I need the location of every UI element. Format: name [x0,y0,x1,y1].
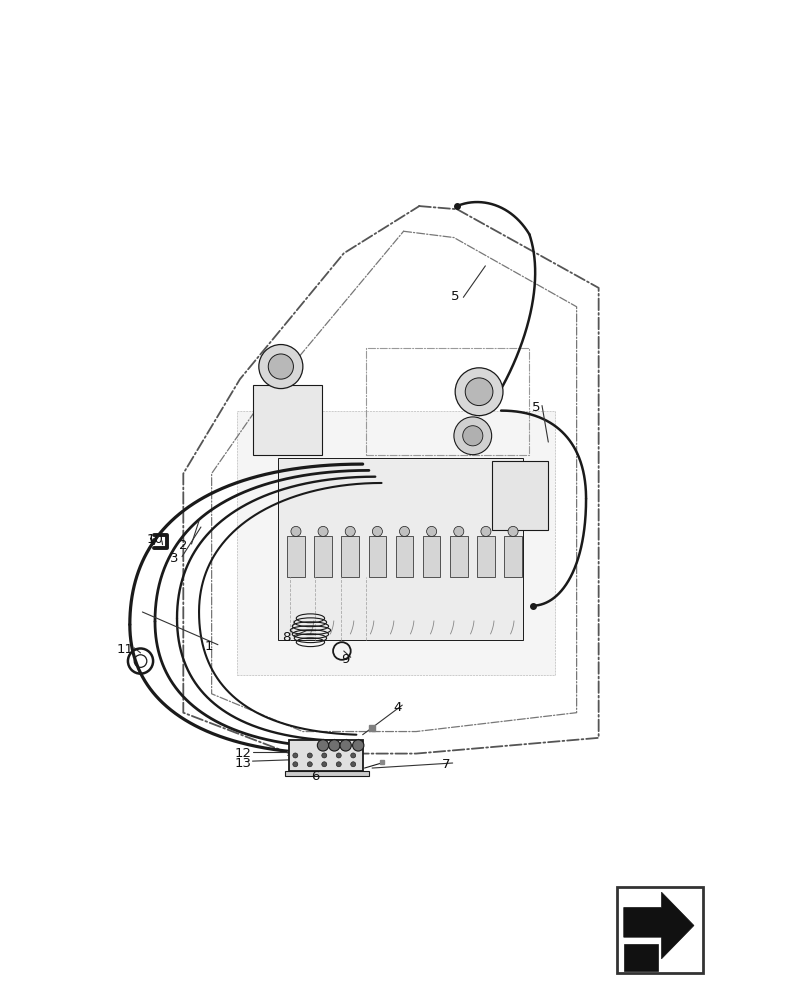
Text: 13: 13 [234,757,251,770]
Text: 8: 8 [281,631,290,644]
Circle shape [336,762,341,767]
Bar [477,536,494,577]
Polygon shape [623,892,693,959]
Circle shape [336,753,341,758]
Bar [252,385,321,455]
Bar [449,536,467,577]
Circle shape [321,753,326,758]
Circle shape [345,526,355,536]
Text: 11: 11 [117,643,134,656]
Circle shape [453,417,491,455]
Bar [504,536,521,577]
Circle shape [350,762,355,767]
Bar [491,461,547,530]
Circle shape [462,426,483,446]
Circle shape [328,740,340,751]
Circle shape [268,354,293,379]
Circle shape [352,740,363,751]
Polygon shape [285,771,368,776]
Circle shape [508,526,517,536]
Circle shape [321,762,326,767]
Circle shape [455,368,502,416]
Circle shape [293,753,298,758]
Bar [368,536,386,577]
Text: 2: 2 [179,539,187,552]
Bar [423,536,440,577]
Circle shape [480,526,491,536]
Bar [314,536,332,577]
Text: 4: 4 [393,701,401,714]
Circle shape [290,526,301,536]
Polygon shape [237,411,554,675]
Text: 1: 1 [204,640,212,653]
Circle shape [293,762,298,767]
Circle shape [307,762,312,767]
Circle shape [350,753,355,758]
Text: 5: 5 [450,290,459,303]
Bar [395,536,413,577]
Circle shape [399,526,409,536]
Circle shape [340,740,351,751]
Circle shape [318,526,328,536]
Bar [287,536,304,577]
Text: 9: 9 [341,653,350,666]
Text: 6: 6 [311,770,320,783]
Text: 3: 3 [169,552,178,565]
Text: 7: 7 [441,758,450,771]
Text: 12: 12 [234,747,251,760]
Bar [289,740,363,771]
Circle shape [317,740,328,751]
Circle shape [465,378,492,406]
Circle shape [259,345,303,389]
Text: 5: 5 [531,401,539,414]
Circle shape [426,526,436,536]
Bar [623,944,657,970]
Text: 10: 10 [146,533,163,546]
Polygon shape [277,458,522,640]
Circle shape [453,526,463,536]
Bar [341,536,358,577]
Circle shape [372,526,382,536]
Circle shape [307,753,312,758]
